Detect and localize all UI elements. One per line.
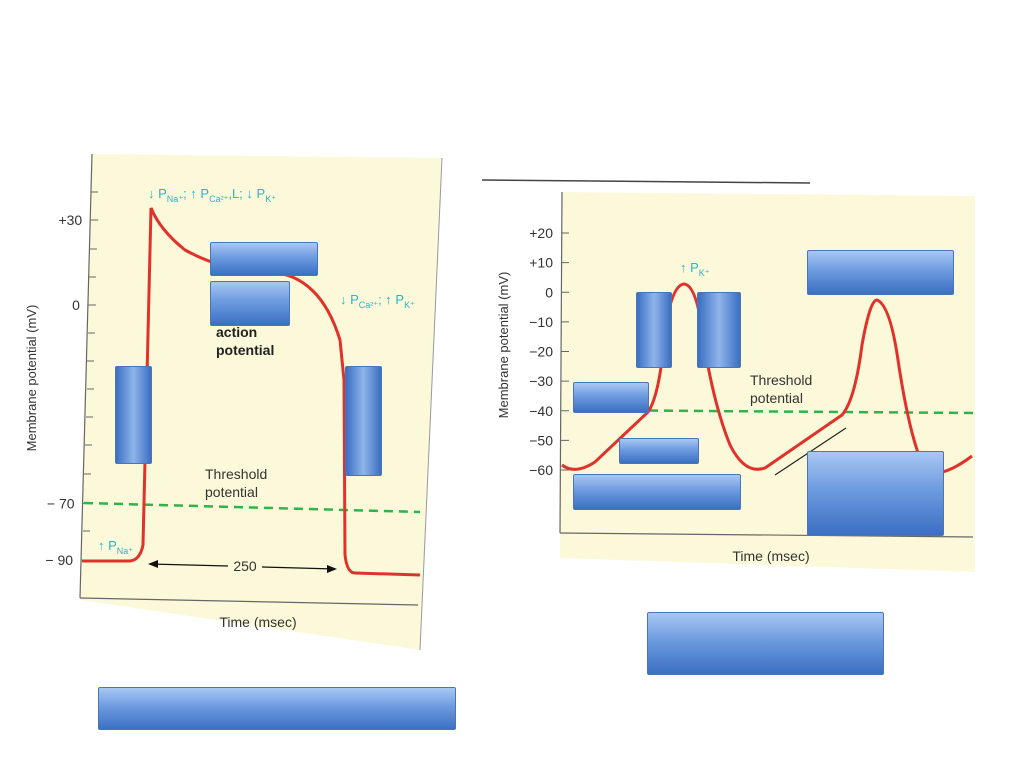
right-label-box-threshold-left[interactable]: [573, 382, 649, 413]
right-tick-label-3: −10: [529, 314, 553, 330]
left-x-axis: [79, 597, 419, 606]
left-tick-label-1: 0: [72, 297, 80, 313]
right-threshold-label-1: Threshold: [750, 372, 812, 388]
left-label-box-upstroke[interactable]: [115, 366, 152, 464]
right-label-box-large[interactable]: [807, 451, 944, 536]
left-label-box-top[interactable]: [210, 242, 318, 276]
right-caption-box[interactable]: [647, 612, 884, 675]
right-y-axis-label: Membrane potential (mV): [496, 272, 511, 419]
left-threshold-label-2: potential: [205, 484, 258, 500]
left-minor-ticks: [83, 191, 98, 532]
right-tick-label-4: −20: [529, 344, 553, 360]
left-tick-label-3: − 90: [45, 552, 73, 568]
right-top-rule: [481, 179, 811, 184]
left-peak-annotation: ↓ PNa⁺; ↑ PCa²⁺,L; ↓ PK⁺: [148, 186, 276, 204]
left-threshold-label-1: Threshold: [205, 466, 267, 482]
left-duration-arrow: [148, 560, 337, 573]
right-x-axis-label: Time (msec): [732, 548, 809, 564]
right-label-box-wide[interactable]: [573, 474, 741, 510]
right-x-axis: [559, 532, 974, 538]
right-label-box-repolarization[interactable]: [697, 292, 741, 368]
right-tick-label-6: −40: [529, 403, 553, 419]
right-label-box-upstroke[interactable]: [636, 292, 672, 368]
left-tick-label-2: − 70: [47, 495, 75, 511]
left-repol-annotation: ↓ PCa²⁺; ↑ PK⁺: [340, 292, 415, 310]
left-y-axis: [79, 153, 93, 599]
left-chart-panel: +30 0 − 70 − 90 Membrane potential (mV) Tim…: [24, 153, 443, 651]
left-x-axis-label: Time (msec): [219, 614, 296, 630]
right-label-box-top-right[interactable]: [807, 250, 954, 295]
right-tick-label-8: −60: [529, 462, 553, 478]
left-center-label-1: action: [216, 324, 257, 340]
left-duration-label: 250: [233, 558, 257, 574]
right-tick-label-0: +20: [529, 225, 553, 241]
right-tick-label-7: −50: [529, 432, 553, 448]
right-tick-labels: +20 +10 0 −10 −20 −30 −40 −50 −60: [529, 225, 569, 478]
left-y-axis-label: Membrane potential (mV): [24, 305, 39, 452]
left-panel-background: [80, 154, 442, 650]
left-rise-annotation: ↑ PNa⁺: [98, 538, 133, 556]
right-tick-label-2: 0: [545, 284, 553, 300]
right-y-axis: [559, 191, 563, 534]
left-panel-edge: [419, 157, 443, 651]
right-threshold-label-2: potential: [750, 390, 803, 406]
left-label-box-middle[interactable]: [210, 281, 290, 326]
left-threshold-line: [83, 501, 421, 514]
left-caption-box[interactable]: [98, 687, 456, 730]
right-tick-label-5: −30: [529, 373, 553, 389]
left-tick-labels: +30 0 − 70 − 90: [45, 212, 99, 568]
left-tick-label-0: +30: [58, 212, 82, 228]
left-label-box-repolarization[interactable]: [345, 366, 382, 476]
right-label-box-small[interactable]: [619, 438, 699, 464]
right-tick-label-1: +10: [529, 255, 553, 271]
right-peak-annotation: ↑ PK⁺: [680, 260, 710, 278]
left-center-label-2: potential: [216, 342, 274, 358]
